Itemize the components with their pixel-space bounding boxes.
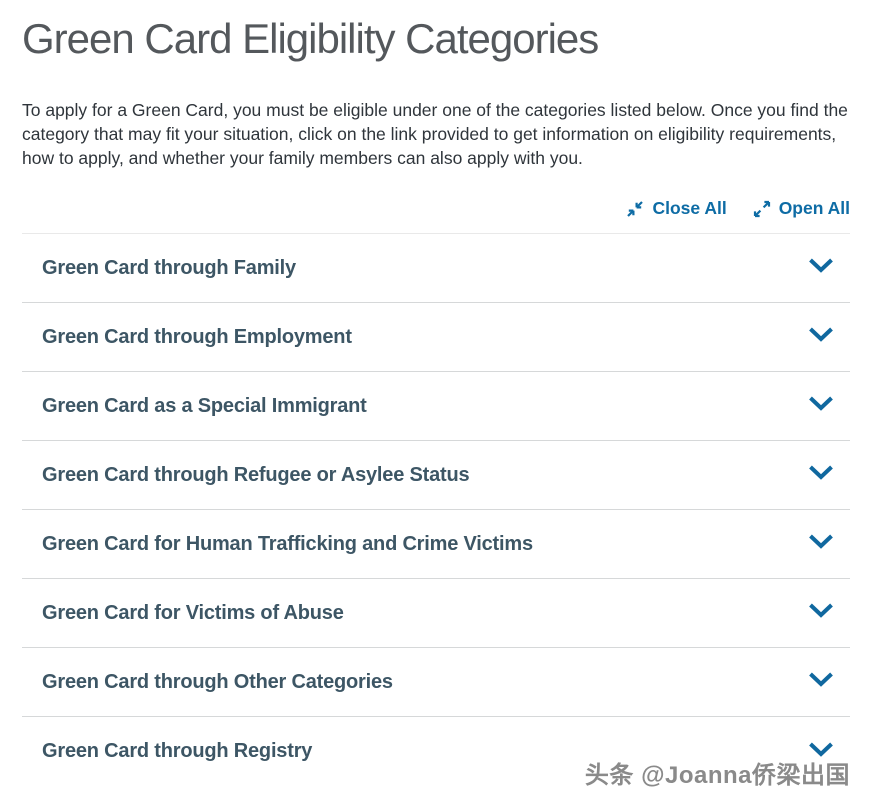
accordion-item-label: Green Card through Registry: [42, 740, 313, 762]
accordion-item-label: Green Card through Other Categories: [42, 670, 393, 693]
chevron-down-icon: [808, 396, 834, 416]
open-all-label: Open All: [778, 198, 850, 218]
accordion-item-other-categories[interactable]: Green Card through Other Categories: [22, 648, 850, 717]
accordion-item-registry[interactable]: Green Card through Registry: [22, 717, 850, 786]
open-all-button[interactable]: Open All: [753, 198, 850, 219]
chevron-down-icon: [808, 742, 834, 762]
accordion-item-victims-of-abuse[interactable]: Green Card for Victims of Abuse: [22, 579, 850, 648]
close-all-button[interactable]: Close All: [626, 198, 727, 219]
chevron-down-icon: [808, 534, 834, 554]
chevron-down-icon: [808, 465, 834, 485]
expand-arrows-icon: [753, 200, 771, 218]
close-all-label: Close All: [652, 198, 727, 218]
main-content: Green Card Eligibility Categories To app…: [22, 14, 850, 786]
chevron-down-icon: [808, 672, 834, 692]
accordion-item-refugee-asylee[interactable]: Green Card through Refugee or Asylee Sta…: [22, 441, 850, 510]
chevron-down-icon: [808, 327, 834, 347]
chevron-down-icon: [808, 258, 834, 278]
collapse-arrows-icon: [626, 200, 644, 218]
accordion-item-label: Green Card for Human Trafficking and Cri…: [42, 532, 533, 555]
eligibility-accordion: Green Card through Family Green Card thr…: [22, 233, 850, 786]
accordion-item-employment[interactable]: Green Card through Employment: [22, 303, 850, 372]
accordion-item-label: Green Card for Victims of Abuse: [42, 601, 344, 624]
accordion-item-trafficking-crime-victims[interactable]: Green Card for Human Trafficking and Cri…: [22, 510, 850, 579]
accordion-item-label: Green Card through Employment: [42, 325, 352, 348]
accordion-item-label: Green Card as a Special Immigrant: [42, 394, 367, 417]
watermark: 头条 @Joanna侨梁出国: [584, 762, 850, 789]
intro-paragraph: To apply for a Green Card, you must be e…: [22, 100, 848, 168]
accordion-item-label: Green Card through Refugee or Asylee Sta…: [42, 463, 470, 486]
accordion-item-special-immigrant[interactable]: Green Card as a Special Immigrant: [22, 372, 850, 441]
accordion-item-family[interactable]: Green Card through Family: [22, 234, 850, 303]
accordion-controls: Close All Open All: [22, 198, 850, 219]
accordion-item-label: Green Card through Family: [42, 256, 296, 279]
chevron-down-icon: [808, 603, 834, 623]
page-title: Green Card Eligibility Categories: [22, 15, 599, 62]
